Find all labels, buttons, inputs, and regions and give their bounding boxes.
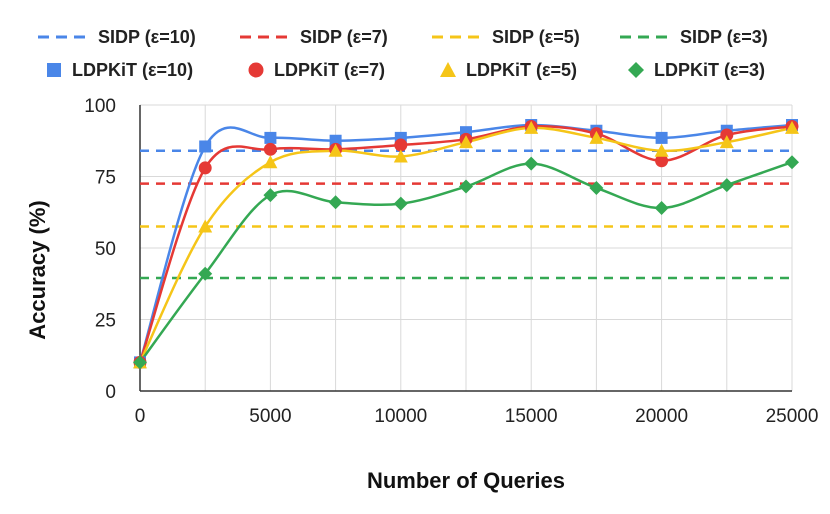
y-tick-label: 0 (105, 382, 116, 403)
y-tick-label: 100 (84, 96, 116, 117)
series-1-point (655, 131, 668, 144)
grid (139, 104, 793, 392)
series-2-point (394, 138, 408, 152)
y-tick-label: 25 (95, 311, 116, 332)
series-group (133, 119, 799, 370)
series-1-point (199, 140, 212, 153)
series-3-point (719, 135, 734, 149)
legend-label: SIDP (ε=3) (680, 27, 768, 47)
series-line-2 (138, 125, 793, 363)
series-4-point (785, 155, 799, 170)
series-3-point (263, 155, 278, 169)
x-tick-label: 10000 (374, 406, 427, 427)
y-tick-label: 75 (95, 168, 116, 189)
x-tick-label: 5000 (249, 406, 291, 427)
series-2-point (263, 142, 277, 156)
series-4-point (524, 156, 539, 171)
series-4-point (328, 195, 343, 210)
legend-label: LDPKiT (ε=5) (466, 60, 577, 80)
series-4-point (459, 179, 473, 194)
series-4-point (654, 200, 669, 215)
legend-label: LDPKiT (ε=7) (274, 60, 385, 80)
x-tick-label: 20000 (635, 406, 688, 427)
series-4-point (589, 180, 604, 195)
series-2-point (198, 161, 212, 175)
x-tick-label: 0 (135, 406, 146, 427)
x-tick-label: 25000 (766, 406, 819, 427)
series-line-4 (138, 161, 793, 364)
series-1-point (264, 131, 277, 144)
legend-label: LDPKiT (ε=10) (72, 60, 193, 80)
legend-marker (248, 62, 264, 78)
legend-label: LDPKiT (ε=3) (654, 60, 765, 80)
series-4-point (719, 178, 734, 193)
series-line-1 (138, 123, 793, 363)
series-4-point (198, 266, 213, 281)
series-3-point (459, 135, 473, 149)
legend-label: SIDP (ε=7) (300, 27, 388, 47)
legend: SIDP (ε=10) SIDP (ε=7) SIDP (ε=5) SIDP (ε=3… (38, 27, 768, 80)
legend-label: SIDP (ε=5) (492, 27, 580, 47)
series-line-3 (138, 126, 793, 363)
y-tick-label: 50 (95, 239, 116, 260)
y-axis-title: Accuracy (%) (25, 200, 50, 339)
series-4-point (393, 196, 408, 211)
series-4-point (133, 355, 147, 370)
series-3-point (589, 130, 604, 144)
legend-label: SIDP (ε=10) (98, 27, 196, 47)
tick-labels: 0 5000 10000 15000 20000 25000 0 25 50 75 100 (84, 96, 818, 427)
series-2-point (720, 128, 734, 142)
series-2-point (655, 154, 669, 168)
series-3-point (654, 143, 669, 157)
x-axis-title: Number of Queries (367, 468, 565, 493)
series-3-point (198, 219, 213, 233)
series-3-point (785, 120, 799, 134)
series-3-point (524, 120, 539, 134)
legend-marker (440, 62, 456, 77)
series-4-point (263, 188, 278, 203)
series-3-point (328, 143, 343, 157)
legend-marker (47, 63, 61, 77)
series-3-point (393, 149, 408, 163)
x-tick-label: 15000 (505, 406, 558, 427)
legend-marker (628, 62, 644, 78)
